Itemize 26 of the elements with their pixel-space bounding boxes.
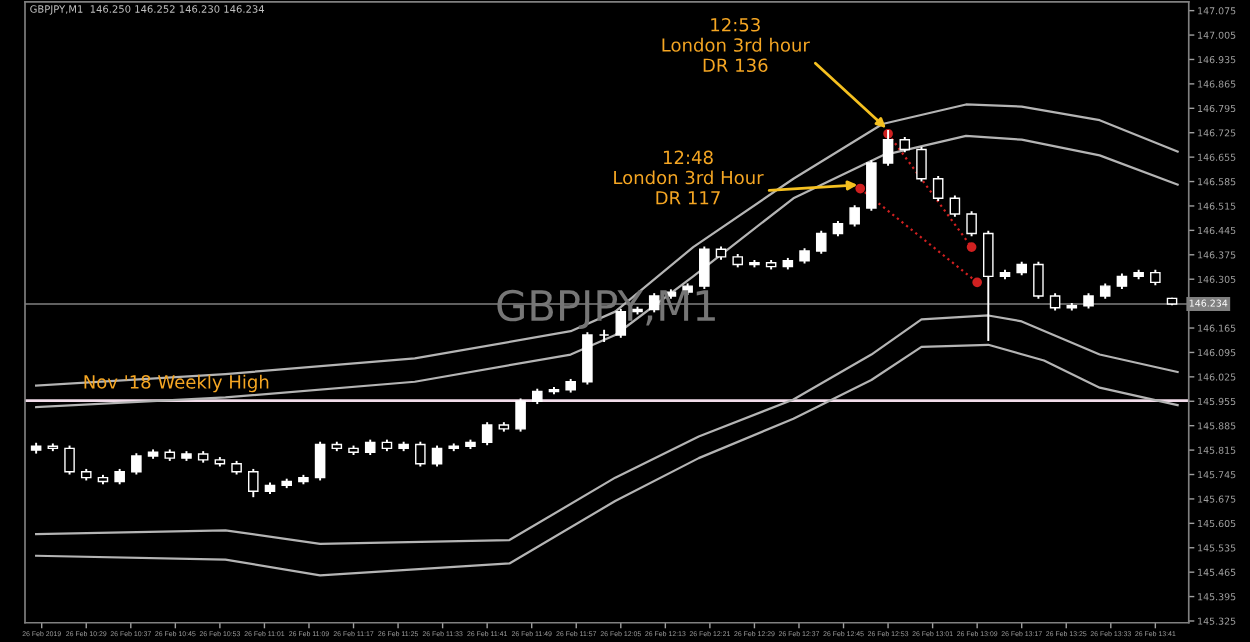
candlestick xyxy=(815,229,827,255)
candlestick xyxy=(1033,260,1044,300)
candlestick xyxy=(131,452,142,476)
annotation: 12:48 London 3rd Hour DR 117 xyxy=(614,150,764,205)
line-series xyxy=(35,343,1179,577)
line-series xyxy=(35,134,1179,409)
candlestick xyxy=(64,444,75,476)
point xyxy=(972,277,983,288)
candlestick xyxy=(916,145,927,183)
candlestick xyxy=(481,421,493,447)
candlestick xyxy=(431,444,443,468)
candlestick xyxy=(932,174,944,203)
candlestick xyxy=(415,440,426,468)
candlestick xyxy=(248,467,259,499)
candlestick xyxy=(515,397,526,433)
annotation: 12:53 London 3rd hour DR 136 xyxy=(662,17,810,73)
candlestick xyxy=(699,245,710,290)
point xyxy=(855,183,866,194)
candlestick xyxy=(949,194,961,218)
candlestick xyxy=(866,159,877,212)
candlestick xyxy=(314,440,326,482)
candlestick xyxy=(966,210,977,238)
candlestick xyxy=(983,229,994,342)
candlestick xyxy=(849,204,860,228)
point xyxy=(966,242,977,252)
candlestick xyxy=(582,331,593,386)
